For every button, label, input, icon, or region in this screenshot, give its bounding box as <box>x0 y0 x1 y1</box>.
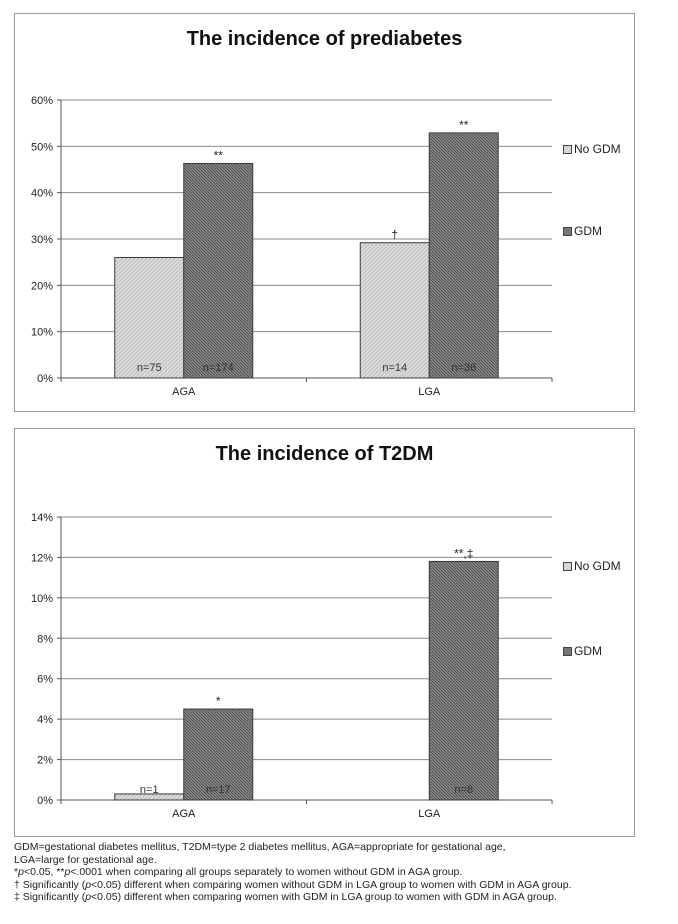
y-tick-label: 6% <box>37 674 53 686</box>
footnote-p: p <box>85 891 92 904</box>
y-tick-label: 14% <box>31 512 53 524</box>
chart-title: The incidence of prediabetes <box>186 28 463 50</box>
n-label: n=17 <box>206 784 231 796</box>
footnotes: GDM=gestational diabetes mellitus, T2DM=… <box>14 841 664 904</box>
bar-gdm <box>183 708 254 801</box>
y-tick-label: 50% <box>31 141 53 153</box>
y-tick-label: 10% <box>31 327 53 339</box>
footnote-p: p <box>18 866 24 879</box>
t2dm-chart-panel: The incidence of T2DM 0% 2% 4% 6% 8% 10% 12% 14… <box>14 428 635 837</box>
significance-mark: ** <box>459 118 469 132</box>
y-tick-label: 8% <box>37 633 53 645</box>
n-label: n=75 <box>137 362 162 374</box>
legend-label: GDM <box>574 644 602 658</box>
legend-swatch-no-gdm <box>563 562 572 572</box>
footnote-p: p <box>85 878 92 891</box>
y-tick-label: 30% <box>31 234 53 246</box>
footnote-double-dagger: ‡ Significantly (p<0.05) different when … <box>14 891 664 904</box>
n-label: n=36 <box>451 362 476 374</box>
footnote-abbreviations-cont: LGA=large for gestational age. <box>14 853 157 866</box>
legend-label: GDM <box>574 224 602 238</box>
y-tick-label: 10% <box>31 593 53 605</box>
x-tick-label: LGA <box>418 808 441 820</box>
footnote-dagger: † Significantly (p<0.05) different when … <box>14 879 664 892</box>
footnote-text: <0.05) different when comparing women wi… <box>91 891 557 904</box>
x-tick-label: AGA <box>172 386 196 398</box>
footnote-text: <.0001 when comparing all groups separat… <box>70 866 463 879</box>
y-tick-label: 0% <box>37 373 53 385</box>
n-label: n=1 <box>140 784 159 796</box>
legend-item-no-gdm: No GDM <box>563 142 621 156</box>
footnote-text: * <box>14 866 19 879</box>
legend-swatch-gdm <box>563 227 572 237</box>
chart-title: The incidence of T2DM <box>215 443 434 465</box>
legend-item-no-gdm: No GDM <box>563 559 621 573</box>
legend-swatch-no-gdm <box>563 145 572 155</box>
footnote-text: <0.05) different when comparing women wi… <box>91 878 572 891</box>
legend-label: No GDM <box>574 142 621 156</box>
x-tick-label: LGA <box>418 386 441 398</box>
n-label: n=174 <box>203 362 234 374</box>
bar-no-gdm <box>114 257 185 379</box>
x-tick-label: AGA <box>172 808 196 820</box>
y-tick-label: 12% <box>31 552 53 564</box>
n-label: n=14 <box>382 362 407 374</box>
bar-gdm <box>428 132 499 379</box>
significance-mark: ** <box>214 148 224 162</box>
y-tick-label: 40% <box>31 188 53 200</box>
footnote-significance: *p<0.05, **p<.0001 when comparing all gr… <box>14 866 664 879</box>
significance-mark: **,‡ <box>454 546 473 560</box>
legend-swatch-gdm <box>563 647 572 657</box>
y-tick-label: 60% <box>31 95 53 107</box>
footnote-text: ‡ Significantly ( <box>14 891 86 904</box>
t2dm-chart: 0% 2% 4% 6% 8% 10% 12% 14% AGA n=1 * n=17 LGA **,‡ n=8 <box>31 512 553 820</box>
y-tick-label: 0% <box>37 795 53 807</box>
footnote-text: † Significantly ( <box>14 878 86 891</box>
significance-mark: † <box>391 228 398 242</box>
y-tick-label: 2% <box>37 755 53 767</box>
legend-item-gdm: GDM <box>563 644 602 658</box>
bar-gdm <box>428 560 499 801</box>
y-tick-label: 20% <box>31 280 53 292</box>
prediabetes-chart-panel: The incidence of prediabetes 0% 10% 20% 30%… <box>14 13 635 412</box>
legend-label: No GDM <box>574 559 621 573</box>
y-tick-label: 4% <box>37 714 53 726</box>
footnote-abbreviations: GDM=gestational diabetes mellitus, T2DM=… <box>14 841 506 853</box>
bar-no-gdm <box>359 242 430 379</box>
bar-gdm <box>183 162 254 379</box>
n-label: n=8 <box>454 784 473 796</box>
significance-mark: * <box>216 694 221 708</box>
prediabetes-chart: 0% 10% 20% 30% 40% 50% 60% AGA n=75 ** n=174 LGA † n=… <box>31 95 553 398</box>
footnote-p: p <box>64 866 71 879</box>
footnote-text: <0.05, ** <box>23 866 65 879</box>
legend-item-gdm: GDM <box>563 224 602 238</box>
